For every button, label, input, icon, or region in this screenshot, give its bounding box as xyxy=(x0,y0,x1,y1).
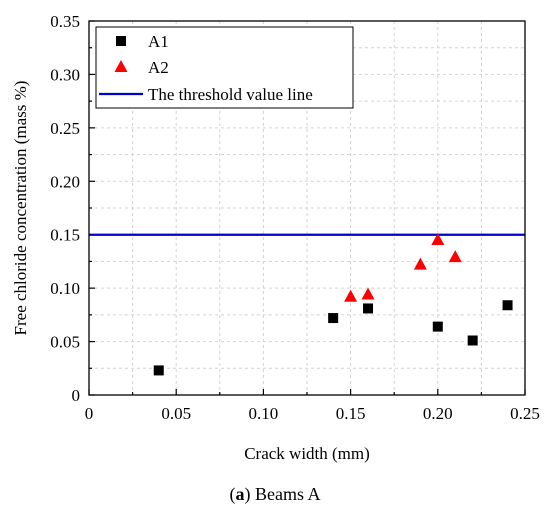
y-tick-label: 0.20 xyxy=(50,172,80,191)
point-a2 xyxy=(344,289,358,302)
x-axis-label: Crack width (mm) xyxy=(244,444,370,463)
y-tick-label: 0.25 xyxy=(50,119,80,138)
legend: A1 A2 The threshold value line xyxy=(95,26,354,109)
point-a2 xyxy=(448,250,462,263)
y-tick-label: 0.30 xyxy=(50,65,80,84)
y-tick-label: 0.05 xyxy=(50,333,80,352)
point-a1 xyxy=(432,321,443,332)
data-points xyxy=(153,233,513,376)
legend-label-a1: A1 xyxy=(148,32,169,51)
point-a1 xyxy=(502,300,513,311)
y-tick-label: 0.15 xyxy=(50,226,80,245)
point-a1 xyxy=(153,365,164,376)
plot-frame xyxy=(88,20,526,396)
x-tick-label: 0.10 xyxy=(249,404,279,423)
x-tick-label: 0.25 xyxy=(510,404,540,423)
y-tick-label: 0.35 xyxy=(50,12,80,31)
point-a1 xyxy=(328,313,339,324)
tick-labels: 0 0.05 0.10 0.15 0.20 0.25 0 0.05 0.10 0.15 0.20 0.… xyxy=(50,12,540,423)
legend-label-a2: A2 xyxy=(148,58,169,77)
legend-marker-a2 xyxy=(114,60,128,72)
chart: 0 0.05 0.10 0.15 0.20 0.25 0 0.05 0.10 0.15 0.20 0.… xyxy=(11,12,540,463)
caption-label: a xyxy=(235,484,245,504)
legend-label-threshold: The threshold value line xyxy=(148,85,313,104)
caption-text: Beams A xyxy=(250,484,321,504)
point-a2 xyxy=(413,257,427,270)
figure-caption: (a) Beams A xyxy=(229,484,321,504)
x-tick-label: 0.15 xyxy=(336,404,366,423)
point-a2 xyxy=(361,287,375,300)
x-tick-label: 0.20 xyxy=(423,404,453,423)
y-axis-label: Free chloride concentration (mass %) xyxy=(11,81,30,336)
point-a1 xyxy=(363,303,374,314)
point-a1 xyxy=(467,335,478,346)
x-tick-label: 0.05 xyxy=(161,404,191,423)
legend-marker-a1 xyxy=(116,36,126,46)
y-tick-label: 0 xyxy=(72,386,81,405)
y-tick-label: 0.10 xyxy=(50,279,80,298)
point-a2 xyxy=(431,233,445,246)
x-tick-label: 0 xyxy=(85,404,94,423)
